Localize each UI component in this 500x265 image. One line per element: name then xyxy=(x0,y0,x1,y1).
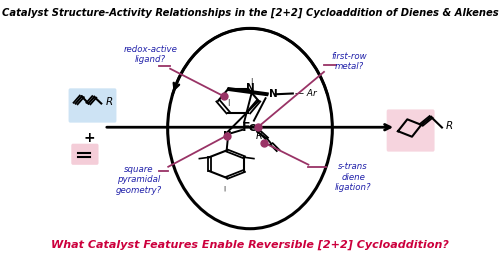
Text: |: | xyxy=(224,186,226,191)
Text: R: R xyxy=(106,97,113,107)
Text: s-trans
diene
ligation?: s-trans diene ligation? xyxy=(335,162,372,192)
Text: Catalyst Structure-Activity Relationships in the [2+2] Cycloaddition of Dienes &: Catalyst Structure-Activity Relationship… xyxy=(2,7,498,17)
Text: |: | xyxy=(227,99,230,106)
FancyBboxPatch shape xyxy=(386,109,434,152)
Text: R: R xyxy=(256,131,262,141)
Text: What Catalyst Features Enable Reversible [2+2] Cycloaddition?: What Catalyst Features Enable Reversible… xyxy=(51,240,449,250)
Text: redox-active
ligand?: redox-active ligand? xyxy=(124,45,178,64)
Text: Fe: Fe xyxy=(242,121,258,134)
Text: N: N xyxy=(270,89,278,99)
Text: N: N xyxy=(246,83,255,93)
Text: first-row
metal?: first-row metal? xyxy=(332,52,367,71)
FancyBboxPatch shape xyxy=(68,88,116,123)
Text: +: + xyxy=(84,131,95,145)
Text: R: R xyxy=(446,121,453,131)
FancyBboxPatch shape xyxy=(72,144,99,165)
Text: — Ar: — Ar xyxy=(295,89,316,98)
Text: |: | xyxy=(250,78,253,85)
Text: N: N xyxy=(222,131,232,141)
Text: square
pyramidal
geometry?: square pyramidal geometry? xyxy=(116,165,162,195)
